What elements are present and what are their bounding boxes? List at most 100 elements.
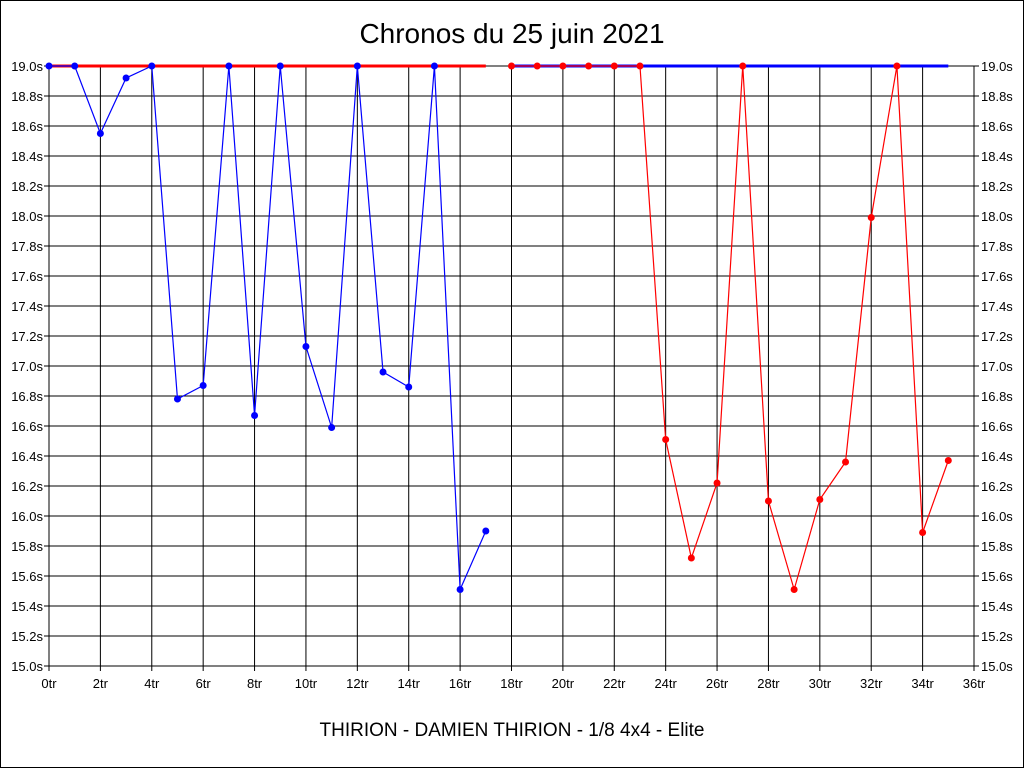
x-tick-label: 4tr bbox=[144, 676, 160, 691]
x-tick-label: 32tr bbox=[860, 676, 883, 691]
y-tick-label-right: 18.2s bbox=[981, 179, 1013, 194]
x-tick-label: 24tr bbox=[654, 676, 677, 691]
data-point bbox=[764, 497, 772, 505]
series-line bbox=[511, 65, 949, 592]
x-tick-label: 2tr bbox=[93, 676, 109, 691]
y-tick-label-left: 17.0s bbox=[11, 359, 43, 374]
data-point bbox=[173, 395, 181, 403]
y-tick-label-left: 17.2s bbox=[11, 329, 43, 344]
x-tick-label: 14tr bbox=[398, 676, 421, 691]
x-tick-label: 12tr bbox=[346, 676, 369, 691]
y-tick-label-left: 18.8s bbox=[11, 89, 43, 104]
y-tick-label-left: 16.2s bbox=[11, 479, 43, 494]
y-tick-label-left: 15.2s bbox=[11, 629, 43, 644]
data-point bbox=[585, 62, 593, 70]
x-tick-label: 36tr bbox=[963, 676, 986, 691]
data-point bbox=[893, 62, 901, 70]
x-tick-label: 8tr bbox=[247, 676, 263, 691]
y-tick-label-left: 15.0s bbox=[11, 659, 43, 674]
chart-title: Chronos du 25 juin 2021 bbox=[359, 18, 665, 49]
y-tick-label-right: 15.2s bbox=[981, 629, 1013, 644]
x-tick-label: 28tr bbox=[757, 676, 780, 691]
x-tick-label: 26tr bbox=[706, 676, 729, 691]
data-point bbox=[867, 214, 875, 221]
y-tick-label-right: 18.8s bbox=[981, 89, 1013, 104]
y-tick-label-left: 16.6s bbox=[11, 419, 43, 434]
y-tick-label-right: 15.6s bbox=[981, 569, 1013, 584]
data-point bbox=[636, 62, 644, 70]
data-point bbox=[71, 62, 79, 70]
y-tick-label-right: 16.2s bbox=[981, 479, 1013, 494]
x-tick-label: 10tr bbox=[295, 676, 318, 691]
data-point bbox=[430, 62, 438, 70]
y-tick-label-left: 18.2s bbox=[11, 179, 43, 194]
data-point bbox=[328, 424, 336, 431]
data-point bbox=[944, 457, 952, 464]
data-point bbox=[610, 62, 618, 70]
x-tick-label: 6tr bbox=[196, 676, 212, 691]
y-tick-label-left: 16.8s bbox=[11, 389, 43, 404]
y-tick-label-left: 16.0s bbox=[11, 509, 43, 524]
y-tick-label-right: 18.6s bbox=[981, 119, 1013, 134]
series-line bbox=[49, 65, 487, 590]
data-point bbox=[96, 130, 104, 137]
data-point bbox=[508, 62, 515, 70]
y-tick-label-right: 15.8s bbox=[981, 539, 1013, 554]
x-tick-label: 22tr bbox=[603, 676, 626, 691]
y-tick-label-right: 17.2s bbox=[981, 329, 1013, 344]
y-tick-label-right: 17.4s bbox=[981, 299, 1013, 314]
data-point bbox=[148, 62, 156, 70]
y-tick-label-right: 15.4s bbox=[981, 599, 1013, 614]
y-tick-label-right: 17.6s bbox=[981, 269, 1013, 284]
y-tick-label-right: 18.0s bbox=[981, 209, 1013, 224]
y-tick-label-right: 17.0s bbox=[981, 359, 1013, 374]
data-point bbox=[662, 436, 670, 443]
y-tick-label-right: 15.0s bbox=[981, 659, 1013, 674]
y-tick-label-left: 16.4s bbox=[11, 449, 43, 464]
y-tick-label-left: 15.6s bbox=[11, 569, 43, 584]
data-point bbox=[533, 62, 541, 70]
data-point bbox=[559, 62, 567, 70]
y-tick-label-right: 16.0s bbox=[981, 509, 1013, 524]
y-tick-label-left: 15.4s bbox=[11, 599, 43, 614]
x-tick-label: 0tr bbox=[41, 676, 57, 691]
x-tick-label: 20tr bbox=[552, 676, 575, 691]
y-tick-label-right: 17.8s bbox=[981, 239, 1013, 254]
x-tick-label: 16tr bbox=[449, 676, 472, 691]
data-point bbox=[199, 382, 207, 389]
y-tick-label-left: 17.4s bbox=[11, 299, 43, 314]
y-tick-label-left: 15.8s bbox=[11, 539, 43, 554]
y-tick-label-right: 16.6s bbox=[981, 419, 1013, 434]
chart-footer: THIRION - DAMIEN THIRION - 1/8 4x4 - Eli… bbox=[319, 720, 705, 741]
data-point bbox=[482, 527, 490, 535]
x-tick-label: 18tr bbox=[500, 676, 523, 691]
data-point bbox=[919, 529, 927, 536]
data-point bbox=[456, 586, 464, 593]
y-tick-label-left: 17.8s bbox=[11, 239, 43, 254]
data-point bbox=[379, 368, 387, 376]
y-tick-label-left: 18.0s bbox=[11, 209, 43, 224]
data-point bbox=[276, 62, 284, 70]
data-point bbox=[251, 412, 259, 419]
y-tick-label-right: 19.0s bbox=[981, 59, 1013, 74]
y-tick-label-right: 16.8s bbox=[981, 389, 1013, 404]
y-tick-label-left: 17.6s bbox=[11, 269, 43, 284]
data-point bbox=[790, 586, 798, 593]
data-point bbox=[739, 62, 747, 70]
y-tick-label-left: 18.6s bbox=[11, 119, 43, 134]
y-tick-label-right: 18.4s bbox=[981, 149, 1013, 164]
data-point bbox=[687, 554, 695, 562]
data-point bbox=[225, 62, 233, 70]
y-tick-label-left: 19.0s bbox=[11, 59, 43, 74]
x-tick-label: 30tr bbox=[809, 676, 832, 691]
data-point bbox=[45, 62, 53, 70]
data-point bbox=[842, 458, 850, 466]
y-tick-label-left: 18.4s bbox=[11, 149, 43, 164]
data-point bbox=[816, 496, 824, 503]
data-point bbox=[713, 479, 721, 487]
data-point bbox=[302, 343, 310, 350]
y-tick-label-right: 16.4s bbox=[981, 449, 1013, 464]
data-point bbox=[353, 62, 361, 70]
x-tick-label: 34tr bbox=[911, 676, 934, 691]
